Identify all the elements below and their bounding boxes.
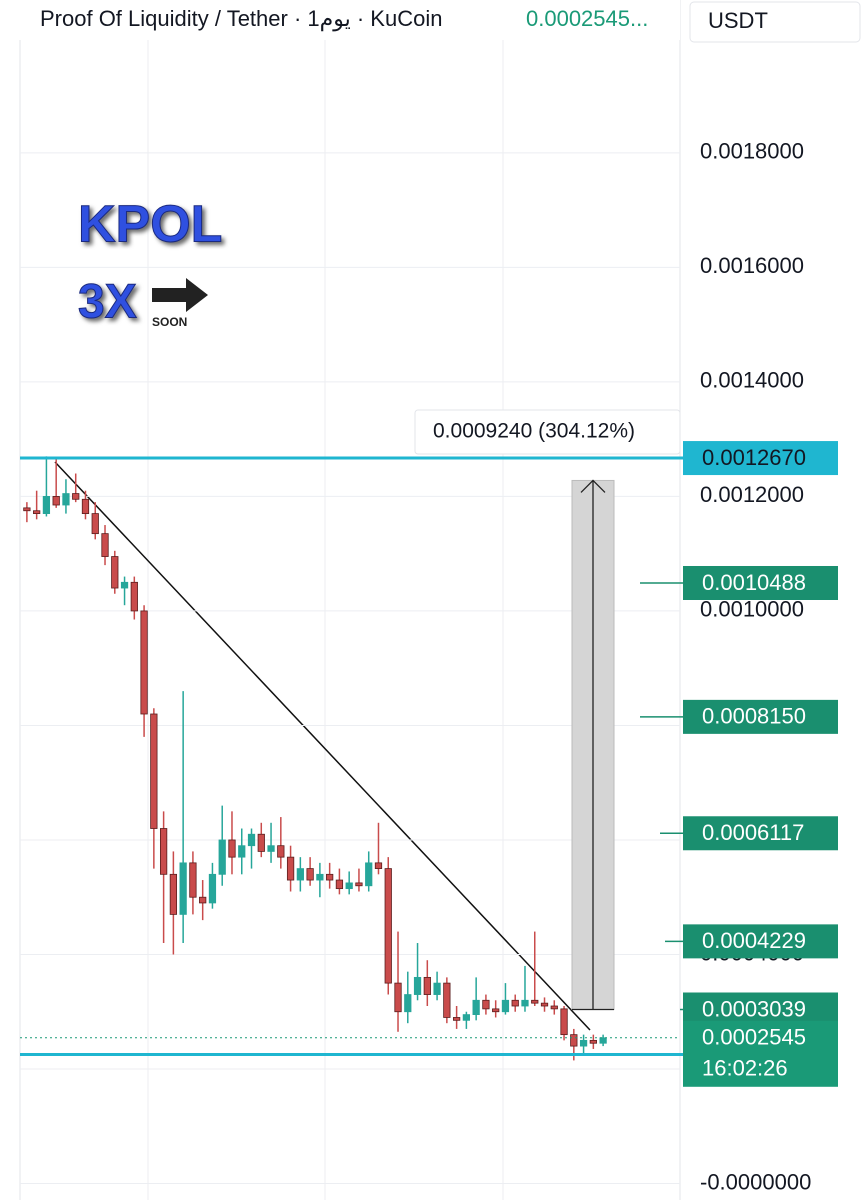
candle-body bbox=[579, 1039, 588, 1047]
y-tick-label: -0.0000000 bbox=[700, 1169, 811, 1194]
price-tag bbox=[683, 924, 838, 959]
candle-body bbox=[33, 510, 41, 514]
candle-body bbox=[267, 845, 275, 852]
candle-body bbox=[413, 976, 422, 995]
last-price: 0.0002545... bbox=[526, 6, 648, 31]
candle-body bbox=[228, 839, 236, 858]
y-tick-label: 0.0012000 bbox=[700, 482, 804, 507]
candle-body bbox=[394, 982, 402, 1013]
candle-body bbox=[345, 882, 353, 890]
price-tag-label: 0.0003039 bbox=[702, 996, 806, 1021]
header-bg bbox=[0, 0, 680, 40]
countdown: 16:02:26 bbox=[702, 1056, 788, 1081]
candle-body bbox=[384, 868, 392, 984]
chart-title: Proof Of Liquidity / Tether · 1يوم · KuC… bbox=[40, 6, 442, 32]
candle-body bbox=[62, 493, 70, 506]
candle-body bbox=[257, 833, 265, 852]
price-tag bbox=[683, 1020, 838, 1087]
y-tick-label: 0.0016000 bbox=[700, 253, 804, 278]
price-tag-label: 0.0008150 bbox=[702, 704, 806, 729]
price-tag bbox=[683, 699, 838, 734]
candle-body bbox=[404, 994, 412, 1013]
candle-body bbox=[433, 982, 441, 995]
candle-body bbox=[81, 498, 90, 514]
measure-arrow-head bbox=[580, 479, 606, 493]
y-tick-label: 0.0010000 bbox=[700, 597, 804, 622]
measure-label: 0.0009240 (304.12%) bbox=[433, 420, 635, 443]
candle-body bbox=[101, 533, 109, 557]
candle-body bbox=[140, 610, 148, 715]
candle-body bbox=[316, 873, 324, 881]
candle-body bbox=[159, 828, 168, 875]
candle-body bbox=[423, 976, 431, 995]
candle-body bbox=[208, 873, 217, 904]
candle-body bbox=[189, 862, 197, 898]
price-tag bbox=[683, 565, 838, 600]
candle-body bbox=[111, 556, 119, 589]
price-tag-label: 0.0006117 bbox=[702, 820, 804, 845]
candle-body bbox=[296, 868, 304, 881]
watermark-text: KPOL bbox=[78, 196, 222, 254]
candle-body bbox=[492, 1008, 500, 1013]
candle-body bbox=[306, 868, 314, 881]
measure-label-bg bbox=[414, 409, 681, 455]
candle-body bbox=[238, 845, 246, 858]
candle-body bbox=[335, 879, 344, 890]
candle-body bbox=[179, 862, 187, 915]
candle-body bbox=[560, 1008, 568, 1036]
y-tick-label: 0.0018000 bbox=[700, 139, 804, 164]
y-tick-label: 0.0014000 bbox=[700, 368, 804, 393]
candle-body bbox=[570, 1034, 578, 1047]
candle-body bbox=[277, 845, 285, 858]
candle-body bbox=[218, 839, 226, 875]
plot bbox=[20, 152, 680, 1185]
candle-body bbox=[599, 1037, 607, 1044]
candle-body bbox=[355, 882, 363, 887]
candle-body bbox=[374, 862, 383, 869]
candle-body bbox=[169, 873, 178, 915]
candle-body bbox=[72, 493, 80, 500]
candle-body bbox=[540, 1002, 549, 1007]
watermark-text: 3X bbox=[78, 276, 137, 329]
candle-body bbox=[482, 999, 490, 1010]
candle-body bbox=[550, 1005, 558, 1010]
candle-body bbox=[501, 999, 510, 1013]
candle-body bbox=[120, 581, 129, 589]
candle-body bbox=[199, 896, 207, 904]
price-tag bbox=[683, 816, 838, 851]
price-tag bbox=[683, 441, 838, 476]
candle-body bbox=[326, 873, 334, 881]
currency: USDT bbox=[708, 8, 768, 33]
candle-body bbox=[452, 1017, 461, 1021]
currency-box[interactable] bbox=[689, 1, 861, 43]
watermark-text: SOON bbox=[152, 315, 187, 329]
price-tag-label: 0.0012670 bbox=[702, 445, 806, 470]
candle-body bbox=[91, 513, 99, 535]
trend-line bbox=[54, 461, 591, 1031]
price-tag-label: 0.0004229 bbox=[702, 928, 806, 953]
candle-body bbox=[462, 1014, 471, 1021]
candle-body bbox=[150, 713, 158, 829]
price-tag-label: 0.0010488 bbox=[702, 570, 806, 595]
price-tag-label: 0.0002545 bbox=[702, 1025, 806, 1050]
candle-body bbox=[286, 856, 295, 881]
candle-body bbox=[247, 833, 256, 847]
candle-body bbox=[589, 1039, 597, 1044]
candle-body bbox=[443, 982, 451, 1018]
candle-body bbox=[531, 999, 539, 1004]
candle-body bbox=[511, 999, 519, 1007]
candle-body bbox=[23, 507, 31, 512]
candle-body bbox=[52, 496, 60, 506]
candle-body bbox=[472, 999, 480, 1016]
candle-body bbox=[42, 496, 51, 514]
arrow-icon bbox=[152, 278, 208, 312]
candle-body bbox=[130, 581, 138, 612]
candle-body bbox=[521, 999, 529, 1007]
grid bbox=[19, 0, 681, 1200]
candle-body bbox=[365, 862, 373, 887]
